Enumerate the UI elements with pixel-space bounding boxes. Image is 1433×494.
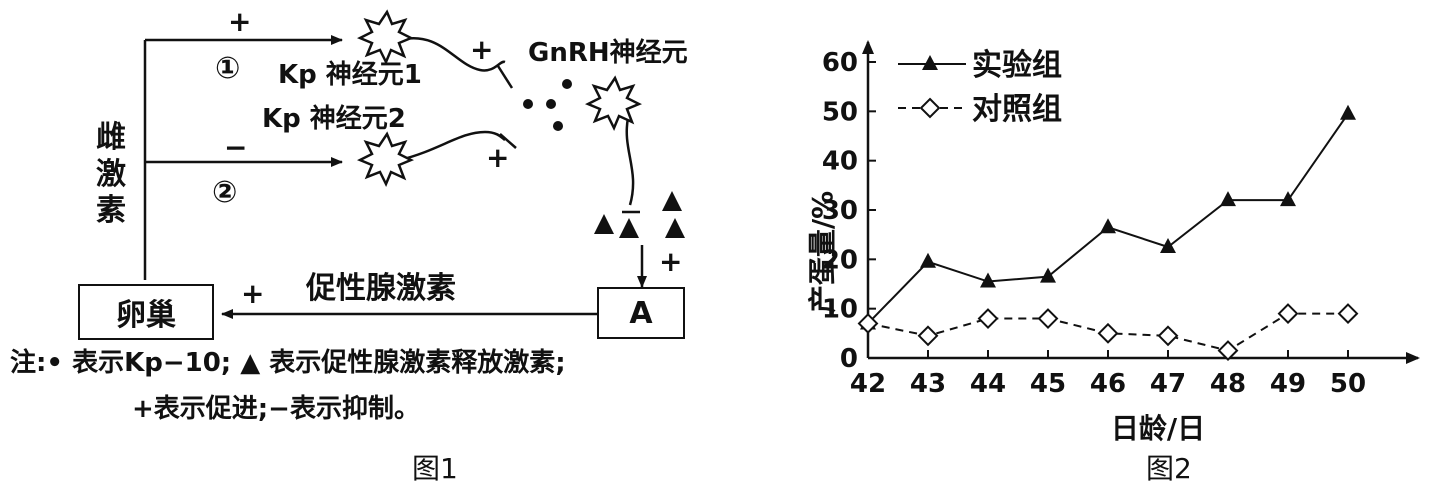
x-tick-label: 48 bbox=[1210, 369, 1246, 399]
kp1-axon bbox=[399, 37, 506, 72]
series-2-point bbox=[917, 325, 939, 347]
gnrh-neuron-body bbox=[584, 75, 643, 132]
x-tick-label: 43 bbox=[910, 369, 946, 399]
gnrh-label: GnRH神经元 bbox=[528, 38, 688, 68]
series-1-point bbox=[920, 252, 936, 268]
y-tick-label: 0 bbox=[840, 344, 858, 374]
gnrh-triangle bbox=[619, 218, 639, 238]
x-tick-label: 42 bbox=[850, 369, 886, 399]
x-tick-label: 46 bbox=[1090, 369, 1126, 399]
path2-minus: − bbox=[224, 131, 248, 164]
y-tick-label: 20 bbox=[822, 245, 858, 275]
kp2-label: Kp 神经元2 bbox=[262, 104, 406, 134]
ovary-label: 卵巢 bbox=[116, 298, 176, 333]
series-1-point bbox=[1160, 238, 1176, 253]
series-2-point bbox=[1037, 308, 1059, 329]
chart-layer: 0 10 20 30 40 50 60 42 43 44 45 46 47 48 49 50 日龄/日 产蛋量/%… bbox=[806, 40, 1420, 445]
path1-symbol: ① bbox=[215, 51, 241, 86]
series-2-point bbox=[857, 313, 879, 334]
series-2-point bbox=[1097, 322, 1119, 344]
y-axis-arrowhead bbox=[862, 40, 874, 54]
note-line1: 注:• 表示Kp−10; ▲ 表示促性腺激素释放激素; bbox=[10, 348, 566, 378]
series-1-point bbox=[1340, 104, 1356, 120]
kp2-terminal bbox=[499, 133, 517, 149]
y-tick-label: 10 bbox=[822, 295, 858, 325]
series-2-point bbox=[1217, 340, 1239, 362]
x-tick-label: 44 bbox=[970, 369, 1006, 399]
kp1-terminal-plus: + bbox=[470, 33, 494, 66]
kp2-neuron-body bbox=[356, 131, 415, 188]
series-2-point bbox=[1277, 303, 1299, 325]
x-axis-arrowhead bbox=[1406, 352, 1420, 364]
kp1-neuron-body bbox=[356, 9, 415, 66]
series-1-point bbox=[1040, 267, 1056, 283]
series-1-point bbox=[980, 272, 996, 288]
kp10-dot bbox=[553, 121, 563, 131]
gonadotropin-label: 促性腺激素 bbox=[306, 271, 456, 306]
series-1-point bbox=[1100, 218, 1116, 234]
y-tick-label: 60 bbox=[822, 48, 858, 78]
a-box: A bbox=[597, 287, 685, 339]
kp2-terminal-plus: + bbox=[486, 141, 510, 174]
y-tick-label: 40 bbox=[822, 147, 858, 177]
series-2-point bbox=[1157, 325, 1179, 347]
series-2-point bbox=[1337, 303, 1359, 325]
kp10-dot bbox=[562, 79, 572, 89]
legend-marker-2 bbox=[919, 97, 941, 119]
estrogen-label: 雌激素 bbox=[96, 120, 126, 229]
gnrh-triangle bbox=[665, 218, 685, 238]
y-tick-label: 50 bbox=[822, 97, 858, 127]
kp1-label: Kp 神经元1 bbox=[278, 60, 422, 90]
ovary-box: 卵巢 bbox=[78, 284, 214, 340]
figure1-caption: 图1 bbox=[412, 452, 458, 485]
figure1-diagram bbox=[143, 9, 685, 319]
kp1-terminal bbox=[496, 65, 514, 89]
note-line2: +表示促进;−表示抑制。 bbox=[132, 394, 420, 424]
x-axis-label: 日龄/日 bbox=[1111, 412, 1205, 445]
a-label: A bbox=[629, 295, 653, 331]
kp10-dot bbox=[546, 99, 556, 109]
a-input-plus: + bbox=[659, 245, 683, 278]
ovary-plus: + bbox=[241, 277, 265, 310]
legend-label-2: 对照组 bbox=[972, 92, 1062, 127]
x-tick-label: 50 bbox=[1330, 369, 1366, 399]
path2-symbol: ② bbox=[212, 175, 238, 210]
kp10-dot bbox=[523, 99, 533, 109]
y-tick-label: 30 bbox=[822, 196, 858, 226]
series-2-point bbox=[977, 308, 999, 329]
path1-plus: + bbox=[228, 5, 252, 38]
gnrh-axon bbox=[625, 117, 635, 206]
x-tick-label: 49 bbox=[1270, 369, 1306, 399]
series-1-point bbox=[1280, 191, 1296, 207]
gnrh-triangle bbox=[662, 191, 682, 211]
x-tick-label: 47 bbox=[1150, 369, 1186, 399]
kp2-axon bbox=[399, 130, 506, 162]
legend-label-1: 实验组 bbox=[972, 48, 1062, 83]
figure2-caption: 图2 bbox=[1146, 452, 1192, 485]
legend-marker-1 bbox=[922, 55, 938, 70]
x-tick-label: 45 bbox=[1030, 369, 1066, 399]
series-1-point bbox=[1220, 191, 1236, 207]
gnrh-triangle bbox=[594, 214, 614, 234]
y-axis-label: 产蛋量/% bbox=[806, 191, 839, 313]
